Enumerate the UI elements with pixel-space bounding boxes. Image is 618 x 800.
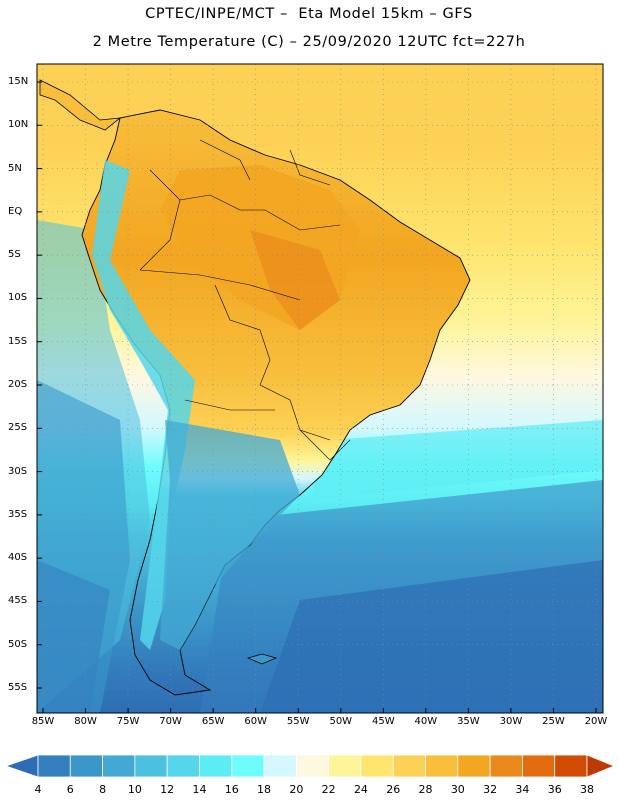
lon-label: 60W bbox=[244, 716, 267, 727]
lon-label: 80W bbox=[74, 716, 97, 727]
colorbar-label: 16 bbox=[224, 783, 239, 796]
colorbar-swatch bbox=[522, 754, 556, 778]
colorbar-label: 6 bbox=[66, 783, 74, 796]
colorbar-label: 28 bbox=[418, 783, 433, 796]
lat-label: 50S bbox=[8, 638, 28, 650]
lat-label: 55S bbox=[8, 682, 28, 693]
lat-label: 30S bbox=[8, 465, 28, 477]
temperature-map bbox=[36, 63, 604, 714]
title-line-2: 2 Metre Temperature (C) – 25/09/2020 12U… bbox=[92, 34, 526, 50]
colorbar-swatch bbox=[457, 754, 491, 778]
lon-label: 65W bbox=[201, 716, 225, 727]
lon-label: 45W bbox=[371, 716, 395, 727]
lat-label: 35S bbox=[8, 508, 28, 520]
colorbar-swatch bbox=[199, 754, 233, 778]
lat-label: 25S bbox=[8, 422, 28, 434]
colorbar-label: 4 bbox=[34, 783, 42, 796]
colorbar-label: 34 bbox=[515, 783, 530, 796]
colorbar-swatch bbox=[328, 754, 362, 778]
colorbar-label: 8 bbox=[99, 783, 107, 796]
colorbar-label: 10 bbox=[127, 783, 142, 796]
colorbar-swatch bbox=[231, 754, 265, 778]
lon-label: 30W bbox=[499, 716, 523, 727]
colorbar-label: 32 bbox=[483, 783, 498, 796]
colorbar-label: 26 bbox=[386, 783, 401, 796]
colorbar-label: 24 bbox=[353, 783, 368, 796]
lat-label: 15N bbox=[8, 76, 29, 87]
colorbar-swatch bbox=[360, 754, 394, 778]
lat-label: 20S bbox=[8, 379, 28, 390]
colorbar-swatch bbox=[586, 754, 616, 778]
colorbar-swatch bbox=[37, 754, 71, 778]
colorbar-label: 36 bbox=[547, 783, 562, 796]
lat-label: 10S bbox=[8, 292, 28, 304]
lat-label: 40S bbox=[8, 552, 28, 564]
lon-label: 50W bbox=[329, 716, 353, 727]
lon-label: 40W bbox=[414, 716, 438, 727]
colorbar-label: 14 bbox=[192, 783, 207, 796]
colorbar-swatch bbox=[263, 754, 297, 778]
colorbar-swatch bbox=[554, 754, 588, 778]
colorbar-swatch bbox=[295, 754, 330, 778]
lon-label: 75W bbox=[116, 716, 140, 727]
lat-label: 5N bbox=[8, 162, 22, 174]
colorbar-swatch bbox=[425, 754, 459, 778]
colorbar-label: 22 bbox=[321, 783, 336, 796]
lat-label: 5S bbox=[8, 249, 21, 261]
colorbar-swatch bbox=[134, 754, 168, 778]
colorbar-label: 12 bbox=[160, 783, 175, 796]
colorbar-swatch bbox=[102, 754, 136, 778]
lat-label: 10N bbox=[8, 119, 29, 131]
lon-label: 25W bbox=[542, 716, 565, 727]
lon-label: 55W bbox=[286, 716, 310, 727]
lon-label: 35W bbox=[457, 716, 480, 727]
colorbar-swatch bbox=[392, 754, 426, 778]
lat-label: 15S bbox=[8, 335, 28, 347]
colorbar-swatch bbox=[4, 754, 39, 778]
colorbar-swatch bbox=[489, 754, 523, 778]
colorbar bbox=[4, 754, 616, 778]
lon-label: 85W bbox=[31, 716, 55, 727]
colorbar-label: 18 bbox=[257, 783, 272, 796]
lon-label: 20W bbox=[584, 716, 608, 727]
lat-label: 45S bbox=[8, 595, 28, 607]
title-line-1: CPTEC/INPE/MCT – Eta Model 15km – GFS bbox=[145, 6, 473, 22]
colorbar-label: 38 bbox=[580, 783, 594, 796]
lon-label: 70W bbox=[159, 716, 182, 727]
colorbar-swatch bbox=[166, 754, 200, 778]
colorbar-swatch bbox=[69, 754, 103, 778]
colorbar-label: 30 bbox=[450, 783, 465, 796]
lat-label: EQ bbox=[8, 205, 23, 217]
colorbar-label: 20 bbox=[289, 783, 304, 796]
